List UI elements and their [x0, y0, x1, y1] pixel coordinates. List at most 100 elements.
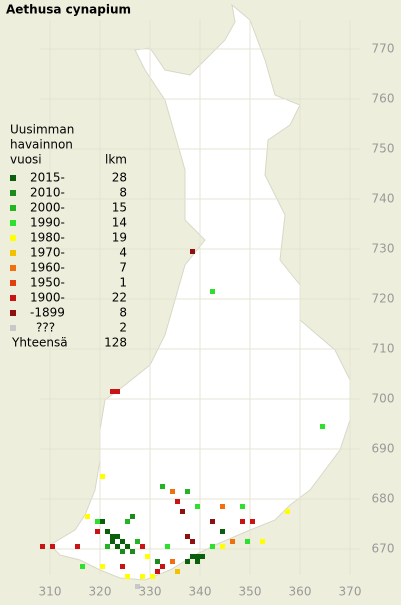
legend-swatch: [10, 235, 16, 241]
legend-count: 22: [112, 291, 127, 305]
occurrence-square: [110, 539, 115, 544]
occurrence-square: [240, 504, 245, 509]
occurrence-square: [190, 554, 195, 559]
occurrence-square: [185, 559, 190, 564]
occurrence-square: [190, 249, 195, 254]
occurrence-square: [210, 289, 215, 294]
occurrence-square: [125, 544, 130, 549]
occurrence-square: [210, 519, 215, 524]
occurrence-square: [110, 534, 115, 539]
occurrence-square: [285, 509, 290, 514]
occurrence-square: [245, 539, 250, 544]
title: Aethusa cynapium: [6, 3, 131, 17]
occurrence-square: [75, 544, 80, 549]
legend-count: 28: [112, 171, 127, 185]
legend-label: 2010-: [30, 186, 65, 200]
occurrence-square: [175, 499, 180, 504]
occurrence-square: [125, 519, 130, 524]
legend-label: ???: [36, 321, 55, 335]
occurrence-square: [120, 564, 125, 569]
occurrence-square: [50, 544, 55, 549]
occurrence-square: [160, 564, 165, 569]
occurrence-square: [110, 389, 115, 394]
y-tick-label: 750: [372, 142, 395, 156]
legend-count: 7: [119, 261, 127, 275]
occurrence-square: [155, 559, 160, 564]
y-tick-label: 720: [372, 292, 395, 306]
legend-count: 15: [112, 201, 127, 215]
occurrence-square: [135, 539, 140, 544]
x-tick-label: 360: [289, 585, 312, 599]
legend-label: 1950-: [30, 276, 65, 290]
legend-count: 19: [112, 231, 127, 245]
y-tick-label: 740: [372, 192, 395, 206]
squares: [40, 249, 325, 589]
legend-header: vuosi: [10, 153, 42, 167]
legend-label: 1960-: [30, 261, 65, 275]
occurrence-square: [195, 504, 200, 509]
occurrence-square: [250, 519, 255, 524]
occurrence-square: [185, 489, 190, 494]
legend-swatch: [10, 175, 16, 181]
legend-count: 2: [119, 321, 127, 335]
occurrence-square: [130, 514, 135, 519]
y-tick-label: 730: [372, 242, 395, 256]
legend-label: 1970-: [30, 246, 65, 260]
x-tick-label: 330: [139, 585, 162, 599]
x-tick-label: 340: [189, 585, 212, 599]
occurrence-square: [220, 504, 225, 509]
occurrence-square: [165, 544, 170, 549]
legend-swatch: [10, 295, 16, 301]
legend-swatch: [10, 190, 16, 196]
x-tick-label: 320: [89, 585, 112, 599]
occurrence-square: [320, 424, 325, 429]
occurrence-square: [135, 584, 140, 589]
legend-swatch: [10, 280, 16, 286]
occurrence-square: [140, 544, 145, 549]
y-tick-label: 770: [372, 42, 395, 56]
occurrence-square: [260, 539, 265, 544]
total-count: 128: [104, 336, 127, 350]
legend-label: 2000-: [30, 201, 65, 215]
occurrence-square: [105, 529, 110, 534]
legend-header: lkm: [105, 153, 127, 167]
legend-count: 8: [119, 186, 127, 200]
legend-swatch: [10, 310, 16, 316]
x-tick-label: 350: [239, 585, 262, 599]
legend-swatch: [10, 265, 16, 271]
occurrence-square: [115, 544, 120, 549]
occurrence-square: [145, 554, 150, 559]
occurrence-square: [195, 559, 200, 564]
legend-count: 1: [119, 276, 127, 290]
legend-swatch: [10, 325, 16, 331]
occurrence-square: [85, 514, 90, 519]
legend-label: 1990-: [30, 216, 65, 230]
occurrence-square: [195, 554, 200, 559]
occurrence-square: [115, 534, 120, 539]
y-tick-label: 760: [372, 92, 395, 106]
occurrence-square: [120, 549, 125, 554]
occurrence-square: [180, 509, 185, 514]
legend-count: 8: [119, 306, 127, 320]
legend-swatch: [10, 250, 16, 256]
occurrence-square: [100, 474, 105, 479]
total-label: Yhteensä: [11, 336, 68, 350]
grid: [40, 20, 360, 575]
occurrence-square: [160, 484, 165, 489]
y-tick-label: 680: [372, 492, 395, 506]
occurrence-square: [150, 574, 155, 579]
occurrence-square: [95, 519, 100, 524]
x-tick-label: 370: [339, 585, 362, 599]
legend-heading: Uusimman: [10, 123, 74, 137]
occurrence-square: [210, 544, 215, 549]
occurrence-square: [40, 544, 45, 549]
legend-count: 4: [119, 246, 127, 260]
occurrence-square: [240, 519, 245, 524]
occurrence-square: [125, 574, 130, 579]
occurrence-square: [115, 389, 120, 394]
occurrence-square: [170, 489, 175, 494]
occurrence-square: [130, 549, 135, 554]
legend-swatch: [10, 220, 16, 226]
